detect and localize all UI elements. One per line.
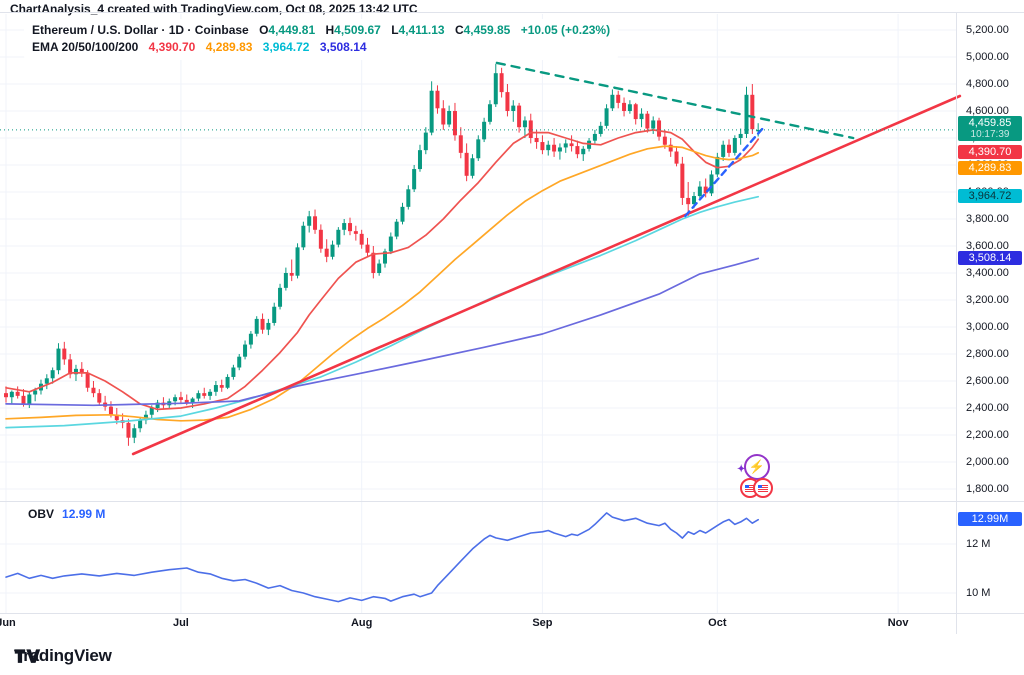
- legend-ema-row: EMA 20/50/100/200 4,390.70 4,289.83 3,96…: [32, 39, 610, 56]
- price-axis-label[interactable]: 2,400.00: [966, 402, 1009, 414]
- price-axis-label[interactable]: 3,000.00: [966, 321, 1009, 333]
- obv-badge: 12.99M: [958, 512, 1022, 527]
- time-axis-label-jun[interactable]: Jun: [0, 617, 16, 629]
- high-value: 4,509.67: [334, 23, 381, 37]
- price-chart[interactable]: [0, 13, 1024, 634]
- price-axis-label[interactable]: 3,800.00: [966, 213, 1009, 225]
- price-badge-ema100-value: 3,964.72: [958, 189, 1022, 204]
- price-axis-label[interactable]: 5,200.00: [966, 24, 1009, 36]
- price-axis-label[interactable]: 3,200.00: [966, 294, 1009, 306]
- price-axis-label[interactable]: 2,600.00: [966, 375, 1009, 387]
- ema20-legend-value: 4,390.70: [148, 40, 196, 54]
- open-value: 4,449.81: [268, 23, 316, 37]
- price-axis-label[interactable]: 4,800.00: [966, 78, 1009, 90]
- obv-axis-label[interactable]: 10 M: [966, 587, 991, 599]
- price-axis-label[interactable]: 2,200.00: [966, 429, 1009, 441]
- sparkle-icon: ✦: [736, 463, 746, 475]
- ema200-legend-value: 3,508.14: [319, 40, 367, 54]
- price-axis-label[interactable]: 3,400.00: [966, 267, 1009, 279]
- price-axis-label[interactable]: 2,800.00: [966, 348, 1009, 360]
- time-axis-label-jul[interactable]: Jul: [172, 617, 189, 629]
- price-badge-ema20-value: 4,390.70: [958, 144, 1022, 159]
- us-flag-icon: [752, 478, 773, 499]
- close-value: 4,459.85: [463, 23, 511, 37]
- event-flash-icon[interactable]: ⚡ ✦: [737, 453, 770, 480]
- price-axis-label[interactable]: 3,600.00: [966, 240, 1009, 252]
- price-badge-ema50-value: 4,289.83: [958, 160, 1022, 175]
- change-value: +10.05 (+0.23%): [520, 23, 611, 37]
- legend-symbol-row: Ethereum / U.S. Dollar · 1D · Coinbase O…: [32, 23, 611, 37]
- price-axis-label[interactable]: 1,800.00: [966, 483, 1009, 495]
- price-axis-label[interactable]: 5,000.00: [966, 51, 1009, 63]
- obv-value: 12.99 M: [62, 507, 106, 521]
- tradingview-logo[interactable]: TradingView: [14, 646, 112, 666]
- low-value: 4,411.13: [398, 23, 445, 37]
- tradingview-logo-icon: [14, 649, 41, 663]
- chart-legend: Ethereum / U.S. Dollar · 1D · Coinbase O…: [24, 19, 619, 60]
- obv-legend: OBV 12.99 M: [28, 507, 105, 521]
- obv-label: OBV: [28, 507, 55, 521]
- obv-axis-label[interactable]: 12 M: [966, 538, 991, 550]
- event-us-flags-icon[interactable]: [739, 478, 774, 499]
- time-axis-label-sep[interactable]: Sep: [532, 617, 553, 629]
- ema50-legend-value: 4,289.83: [205, 40, 253, 54]
- symbol-title: Ethereum / U.S. Dollar · 1D · Coinbase: [32, 23, 249, 37]
- ema-label: EMA 20/50/100/200: [32, 40, 139, 54]
- time-axis-label-nov[interactable]: Nov: [887, 617, 909, 629]
- time-axis-label-oct[interactable]: Oct: [708, 617, 727, 629]
- price-badge-ema200-value: 3,508.14: [958, 250, 1022, 265]
- chart-area[interactable]: Ethereum / U.S. Dollar · 1D · Coinbase O…: [0, 12, 1024, 634]
- ema100-legend-value: 3,964.72: [262, 40, 310, 54]
- price-axis-label[interactable]: 4,600.00: [966, 105, 1009, 117]
- price-axis-label[interactable]: 2,000.00: [966, 456, 1009, 468]
- time-axis-label-aug[interactable]: Aug: [350, 617, 373, 629]
- price-badge-current-price: 4,459.85 10:17:39: [958, 115, 1022, 141]
